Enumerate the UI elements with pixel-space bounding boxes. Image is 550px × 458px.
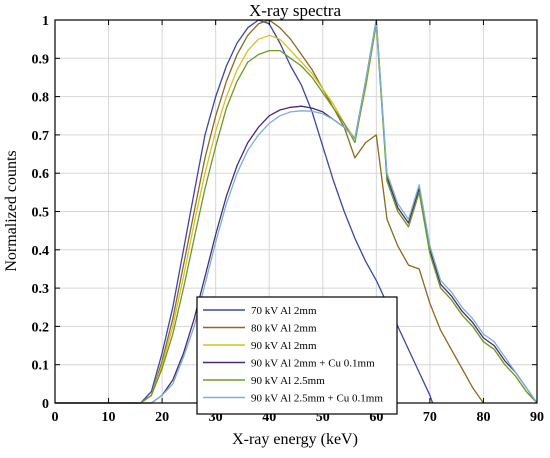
legend: 70 kV Al 2mm 80 kV Al 2mm 90 kV Al 2mm 90 k… [196, 296, 398, 415]
legend-box [196, 296, 398, 415]
y-axis-label: Normalized counts [3, 150, 20, 271]
y-tick-label: 0 [42, 397, 49, 412]
x-tick-label: 20 [155, 410, 169, 425]
x-tick-label: 0 [52, 410, 59, 425]
y-tick-label: 0.2 [32, 320, 50, 335]
series-line-5 [55, 23, 538, 404]
x-tick-label: 70 [423, 410, 437, 425]
y-tick-label: 0.1 [32, 359, 50, 374]
y-tick-label: 0.3 [32, 282, 50, 297]
series-line-2 [55, 19, 484, 404]
y-tick-label: 0.5 [32, 206, 50, 221]
y-tick-label: 0.9 [32, 52, 50, 67]
y-tick-label: 0.4 [32, 244, 50, 259]
series-line-6 [55, 19, 538, 404]
legend-entry: 80 kV Al 2mm [251, 323, 317, 335]
y-tick-label: 0.7 [32, 129, 50, 144]
legend-entry: 90 kV Al 2.5mm + Cu 0.1mm [251, 393, 383, 405]
y-tick-label: 0.8 [32, 91, 50, 106]
x-tick-label: 10 [102, 410, 116, 425]
legend-entry: 70 kV Al 2mm [251, 305, 317, 317]
x-axis-label: X-ray energy (keV) [232, 431, 358, 448]
y-tick-label: 1 [42, 14, 49, 29]
legend-entry: 90 kV Al 2mm [251, 340, 317, 352]
x-tick-label: 90 [530, 410, 544, 425]
chart-title: X-ray spectra [249, 1, 341, 20]
legend-entry: 90 kV Al 2.5mm [251, 375, 325, 387]
tick-labels: 0 10 20 30 40 50 60 70 80 9000.10.20.30.40.50.60.… [32, 14, 545, 425]
legend-entry: 90 kV Al 2mm + Cu 0.1mm [251, 358, 375, 370]
y-tick-label: 0.6 [32, 167, 50, 182]
x-tick-label: 80 [476, 410, 490, 425]
